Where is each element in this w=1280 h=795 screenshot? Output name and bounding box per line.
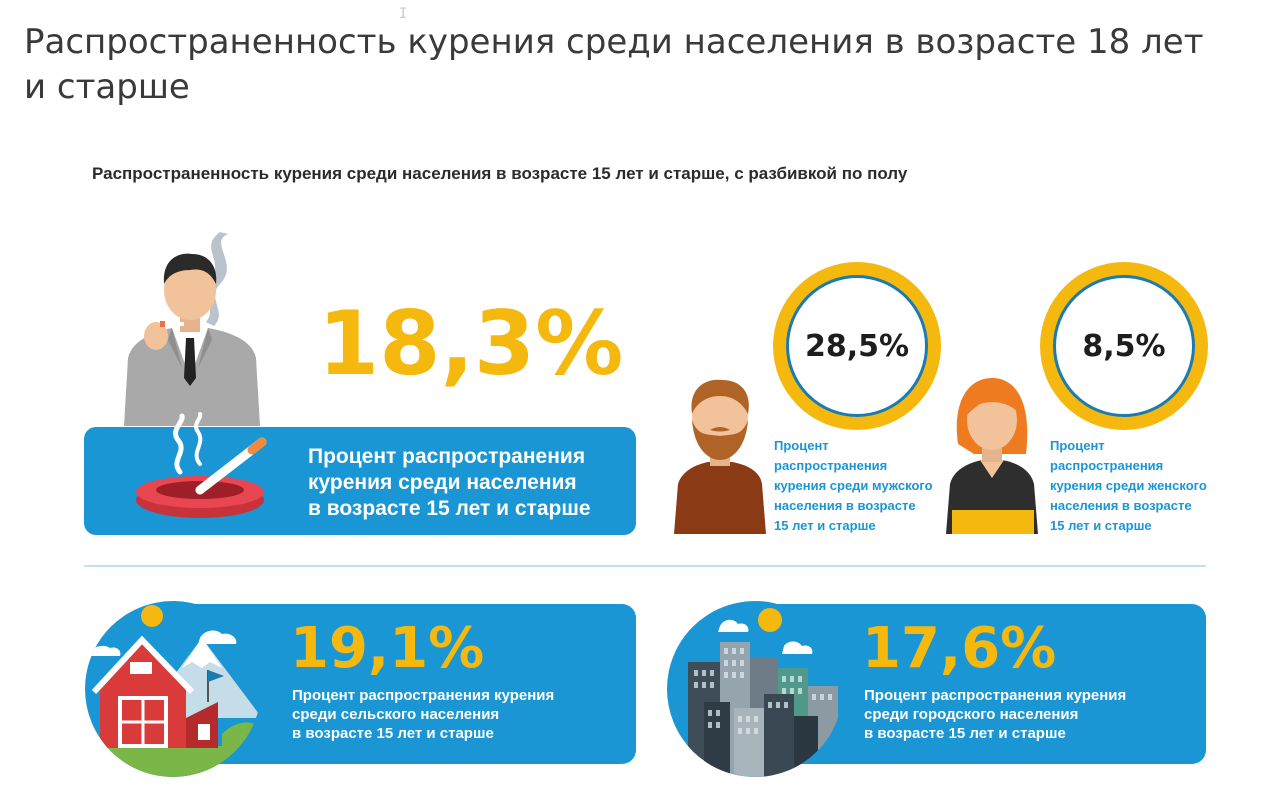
male-percentage: 28,5% [786, 275, 928, 417]
male-caption-line: курения среди мужского [774, 478, 933, 493]
page-title: Распространенность курения среди населен… [24, 22, 1204, 107]
total-caption-line: в возрасте 15 лет и старше [308, 497, 591, 520]
male-caption-line: 15 лет и старше [774, 518, 876, 533]
total-caption-line: Процент распространения [308, 445, 586, 468]
female-caption: Процент распространения курения среди же… [1050, 436, 1230, 536]
male-ring: 28,5% [773, 262, 941, 430]
rural-caption-line: среди сельского населения [292, 706, 500, 723]
urban-caption: Процент распространения курения среди го… [864, 686, 1126, 743]
city-buildings-icon [667, 601, 843, 777]
farm-barn-icon [85, 601, 261, 777]
rural-caption-line: в возрасте 15 лет и старше [292, 725, 494, 742]
bearded-man-icon [674, 379, 766, 534]
female-caption-line: распространения [1050, 458, 1164, 473]
male-caption-line: населения в возрасте [774, 498, 916, 513]
female-caption-line: Процент [1050, 438, 1105, 453]
urban-caption-line: в возрасте 15 лет и старше [864, 725, 1066, 742]
total-percentage: 18,3% [318, 292, 624, 395]
female-caption-line: курения среди женского [1050, 478, 1207, 493]
rural-percentage: 19,1% [290, 616, 485, 681]
section-divider [84, 565, 1206, 567]
male-caption-line: Процент [774, 438, 829, 453]
smoking-man-icon [124, 232, 260, 426]
woman-icon [946, 378, 1038, 534]
urban-percentage: 17,6% [862, 616, 1057, 681]
male-caption: Процент распространения курения среди му… [774, 436, 954, 536]
female-caption-line: 15 лет и старше [1050, 518, 1152, 533]
text-cursor: I [399, 6, 408, 22]
infographic-title: Распространенность курения среди населен… [92, 164, 908, 183]
rural-caption: Процент распространения курения среди се… [292, 686, 554, 743]
urban-caption-line: Процент распространения курения [864, 687, 1127, 704]
female-caption-line: населения в возрасте [1050, 498, 1192, 513]
female-percentage: 8,5% [1053, 275, 1195, 417]
total-caption: Процент распространения курения среди на… [308, 444, 591, 522]
male-caption-line: распространения [774, 458, 888, 473]
female-ring: 8,5% [1040, 262, 1208, 430]
rural-caption-line: Процент распространения курения [292, 687, 555, 704]
total-caption-line: курения среди населения [308, 471, 577, 494]
urban-caption-line: среди городского населения [864, 706, 1079, 723]
ashtray-icon [136, 412, 267, 518]
